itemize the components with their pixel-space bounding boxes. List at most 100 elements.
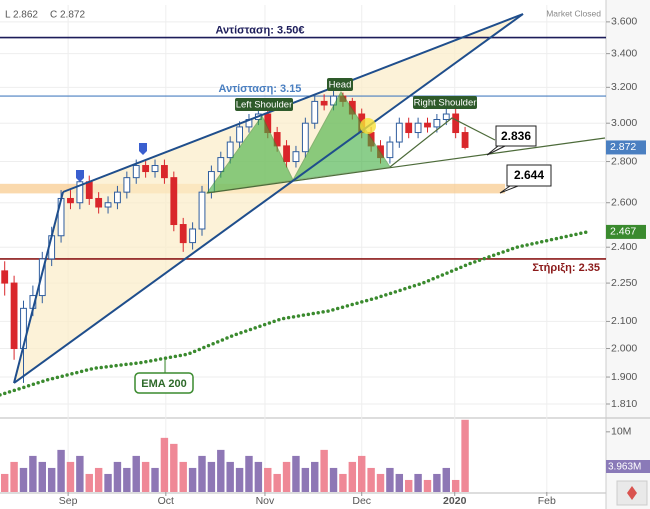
volume-bar — [414, 473, 422, 492]
candle-body — [283, 145, 290, 163]
channel-start — [13, 191, 64, 384]
y-tick-label: 2.000 — [611, 342, 637, 354]
pattern-label: Left Shoulder — [236, 100, 293, 111]
volume-bar — [311, 461, 319, 492]
volume-bar — [38, 461, 46, 492]
candle-body — [442, 113, 450, 121]
y-tick-label: 1.900 — [611, 371, 637, 383]
volume-bar — [245, 455, 253, 492]
candle-body — [67, 197, 74, 204]
volume-bar — [461, 419, 469, 492]
volume-bar — [235, 467, 244, 492]
volume-bar — [76, 455, 84, 492]
candle-body — [301, 122, 309, 153]
candle-body — [189, 228, 197, 244]
candle-body — [142, 165, 150, 173]
callout: 2.644 — [514, 168, 544, 182]
candle-body — [38, 258, 46, 297]
y-tick-label: 2.100 — [611, 315, 637, 327]
volume-bar — [348, 461, 357, 492]
volume-bar — [329, 467, 338, 492]
channel-lower — [13, 13, 524, 384]
candle-body — [452, 113, 460, 134]
candle-body — [114, 191, 121, 204]
volume-bar — [226, 461, 234, 492]
callout-box — [495, 125, 537, 147]
candle-body — [132, 165, 140, 179]
volume-bar — [451, 479, 460, 492]
volume-bar — [66, 461, 75, 492]
header-low: L 2.862 — [5, 10, 38, 21]
candle-body — [161, 165, 168, 179]
candle-body — [424, 122, 431, 128]
label-box — [235, 98, 293, 111]
last-price-tag — [606, 140, 646, 155]
candle-body — [405, 122, 413, 134]
ema-label-box — [134, 372, 194, 394]
volume-bar — [94, 467, 103, 492]
ema-line — [0, 230, 589, 397]
ema-label: EMA 200 — [141, 378, 186, 390]
volume-bar — [254, 461, 263, 492]
volume-bar — [320, 449, 328, 492]
callout-box — [506, 164, 552, 187]
candle-body — [395, 122, 403, 143]
ema-price-label: 2.467 — [610, 226, 636, 238]
volume-bar — [132, 455, 140, 492]
x-tick-label: Nov — [256, 495, 275, 507]
candle-body — [10, 282, 18, 350]
candle-body — [461, 132, 469, 148]
right-axis-bg — [606, 0, 650, 509]
label-box — [327, 78, 353, 91]
volume-bar — [151, 467, 159, 492]
candle-body — [151, 165, 159, 173]
volume-bar — [29, 455, 37, 492]
volume-bar — [423, 479, 432, 492]
volume-bar — [85, 473, 93, 492]
volume-bar — [386, 467, 394, 492]
volume-bar — [404, 479, 413, 492]
volume-bar — [339, 473, 347, 492]
volume-bar — [123, 467, 131, 492]
volume-bar — [358, 455, 366, 492]
candle-body — [95, 197, 103, 208]
candle-body — [386, 141, 394, 159]
volume-bar — [141, 461, 150, 492]
candle-body — [179, 224, 187, 244]
volume-bar — [301, 467, 310, 492]
x-tick-label: Feb — [538, 495, 556, 507]
right-shoulder — [389, 117, 496, 168]
volume-bar — [282, 461, 291, 492]
neckline — [206, 137, 606, 194]
level-label: Στήριξη: 2.35 — [532, 262, 600, 274]
volume-bar — [47, 467, 56, 492]
volume-ma-label: 3.963M — [608, 462, 641, 473]
candle-body — [123, 177, 131, 193]
candle-body — [217, 157, 225, 173]
volume-tag — [606, 460, 650, 473]
y-tick-label: 2.600 — [611, 197, 637, 209]
candle-body — [320, 100, 328, 106]
callout-pointer — [499, 185, 519, 194]
ema-price-tag — [606, 224, 646, 239]
volume-bar — [104, 473, 112, 492]
candle-body — [292, 151, 300, 163]
volume-bar — [19, 467, 28, 492]
y-tick-label: 2.250 — [611, 277, 637, 289]
y-tick-label: 3.400 — [611, 47, 637, 59]
volume-bar — [207, 461, 216, 492]
tool-icon — [627, 486, 637, 500]
last-price-label: 2.872 — [610, 141, 636, 153]
volume-bar — [367, 467, 375, 492]
volume-bar — [442, 467, 450, 492]
volume-bar — [198, 455, 206, 492]
y-tick-label: 1.810 — [611, 398, 637, 410]
candle-body — [198, 191, 206, 230]
pattern-label: Right Shoulder — [414, 98, 477, 109]
level-label: Αντίσταση: 3.15 — [219, 83, 302, 95]
pattern-label: Head — [329, 80, 352, 91]
volume-bar — [264, 467, 272, 492]
y-tick-label: 3.000 — [611, 117, 637, 129]
marker — [139, 143, 147, 155]
